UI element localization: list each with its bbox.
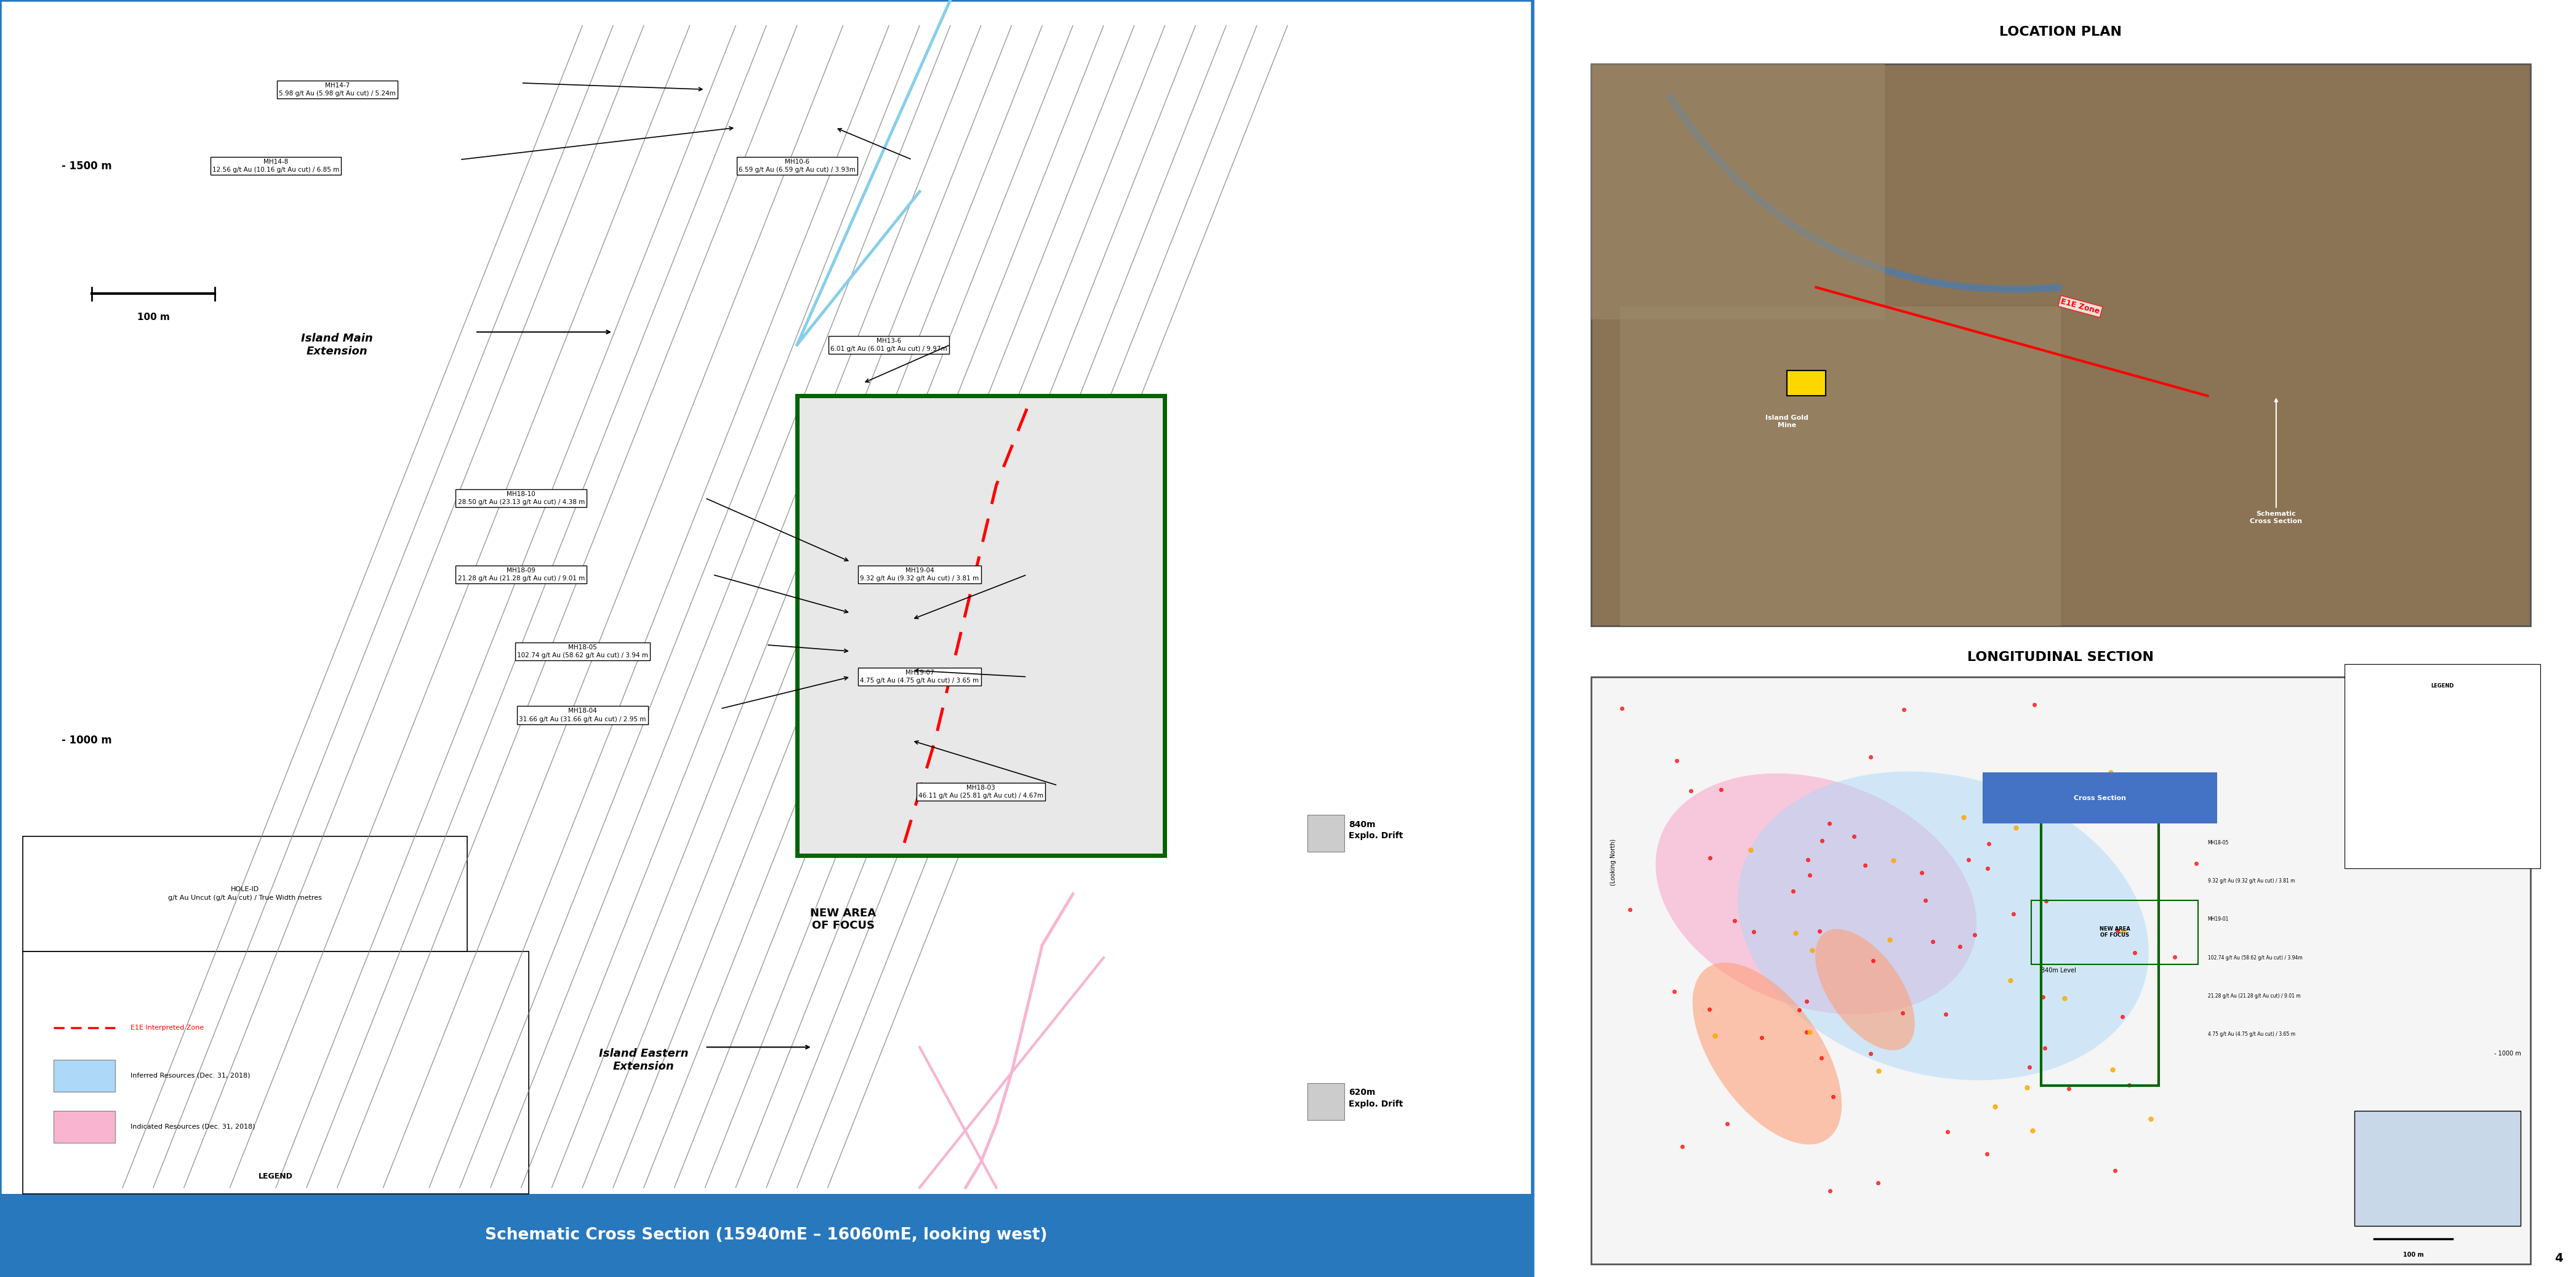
FancyBboxPatch shape xyxy=(1309,1083,1345,1120)
Text: 4.75 g/t Au (4.75 g/t Au cut) / 3.65 m: 4.75 g/t Au (4.75 g/t Au cut) / 3.65 m xyxy=(2208,1032,2295,1037)
FancyBboxPatch shape xyxy=(2354,1111,2522,1226)
Text: 620m
Explo. Drift: 620m Explo. Drift xyxy=(1350,1088,1404,1108)
FancyBboxPatch shape xyxy=(1620,306,2061,626)
FancyBboxPatch shape xyxy=(1309,815,1345,852)
Text: MH10-6
6.59 g/t Au (6.59 g/t Au cut) / 3.93m: MH10-6 6.59 g/t Au (6.59 g/t Au cut) / 3… xyxy=(739,158,855,174)
Text: LEGEND: LEGEND xyxy=(258,1172,294,1180)
FancyBboxPatch shape xyxy=(1984,773,2218,824)
Text: MH19-04
9.32 g/t Au (9.32 g/t Au cut) / 3.81 m: MH19-04 9.32 g/t Au (9.32 g/t Au cut) / … xyxy=(860,567,979,582)
FancyBboxPatch shape xyxy=(23,951,528,1194)
Text: - 1500 m: - 1500 m xyxy=(62,161,111,171)
Text: NEW AREA
OF FOCUS: NEW AREA OF FOCUS xyxy=(809,908,876,931)
FancyBboxPatch shape xyxy=(1592,677,2530,1264)
Text: E1E Zone: E1E Zone xyxy=(2061,298,2102,315)
FancyBboxPatch shape xyxy=(1788,370,1826,396)
Text: MH18-04
31.66 g/t Au (31.66 g/t Au cut) / 2.95 m: MH18-04 31.66 g/t Au (31.66 g/t Au cut) … xyxy=(518,707,647,723)
Text: 840m
Explo. Drift: 840m Explo. Drift xyxy=(1350,820,1404,840)
Text: Schematic
Cross Section: Schematic Cross Section xyxy=(2249,398,2303,524)
Text: MH14-8
12.56 g/t Au (10.16 g/t Au cut) / 6.85 m: MH14-8 12.56 g/t Au (10.16 g/t Au cut) /… xyxy=(211,158,340,174)
Text: MH18-09
21.28 g/t Au (21.28 g/t Au cut) / 9.01 m: MH18-09 21.28 g/t Au (21.28 g/t Au cut) … xyxy=(459,567,585,582)
FancyBboxPatch shape xyxy=(54,1060,116,1092)
FancyArrowPatch shape xyxy=(1669,97,2058,290)
Text: Schematic Cross Section (15940mE – 16060mE, looking west): Schematic Cross Section (15940mE – 16060… xyxy=(484,1227,1048,1243)
Text: HOLE-ID
g/t Au Uncut (g/t Au cut) / True Width metres: HOLE-ID g/t Au Uncut (g/t Au cut) / True… xyxy=(167,886,322,902)
Text: Cross Section: Cross Section xyxy=(2074,796,2125,801)
FancyBboxPatch shape xyxy=(1592,64,1886,319)
Text: MH13-6
6.01 g/t Au (6.01 g/t Au cut) / 9.97m: MH13-6 6.01 g/t Au (6.01 g/t Au cut) / 9… xyxy=(829,337,948,352)
FancyBboxPatch shape xyxy=(2344,664,2540,868)
Text: Island Gold
Mine: Island Gold Mine xyxy=(1765,415,1808,428)
Text: 9.32 g/t Au (9.32 g/t Au cut) / 3.81 m: 9.32 g/t Au (9.32 g/t Au cut) / 3.81 m xyxy=(2208,879,2295,884)
Text: LEGEND: LEGEND xyxy=(2432,683,2455,688)
Text: 100 m: 100 m xyxy=(137,313,170,322)
Text: 21.28 g/t Au (21.28 g/t Au cut) / 9.01 m: 21.28 g/t Au (21.28 g/t Au cut) / 9.01 m xyxy=(2208,994,2300,999)
FancyBboxPatch shape xyxy=(796,396,1164,856)
Text: Inferred Resources (Dec. 31, 2018): Inferred Resources (Dec. 31, 2018) xyxy=(131,1073,250,1078)
FancyBboxPatch shape xyxy=(54,1111,116,1143)
Text: - 1000 m: - 1000 m xyxy=(2494,1051,2522,1056)
Text: MH18-10
28.50 g/t Au (23.13 g/t Au cut) / 4.38 m: MH18-10 28.50 g/t Au (23.13 g/t Au cut) … xyxy=(459,490,585,506)
Text: MH14-7
5.98 g/t Au (5.98 g/t Au cut) / 5.24m: MH14-7 5.98 g/t Au (5.98 g/t Au cut) / 5… xyxy=(278,82,397,97)
Text: NEW AREA
OF FOCUS: NEW AREA OF FOCUS xyxy=(2099,926,2130,939)
Text: E1E Interpreted Zone: E1E Interpreted Zone xyxy=(131,1025,204,1031)
Text: 4: 4 xyxy=(2555,1253,2563,1264)
Text: - 1000 m: - 1000 m xyxy=(62,736,111,746)
Text: MH19-07
4.75 g/t Au (4.75 g/t Au cut) / 3.65 m: MH19-07 4.75 g/t Au (4.75 g/t Au cut) / … xyxy=(860,669,979,684)
Text: Indicated Resources (Dec. 31, 2018): Indicated Resources (Dec. 31, 2018) xyxy=(131,1124,255,1129)
Text: (Looking North): (Looking North) xyxy=(1610,839,1618,885)
Text: MH18-05
102.74 g/t Au (58.62 g/t Au cut) / 3.94 m: MH18-05 102.74 g/t Au (58.62 g/t Au cut)… xyxy=(518,644,649,659)
Text: LONGITUDINAL SECTION: LONGITUDINAL SECTION xyxy=(1968,651,2154,664)
Text: - 1000 m: - 1000 m xyxy=(2494,859,2522,865)
Text: 100 m: 100 m xyxy=(2403,1251,2424,1258)
Text: MH18-03
46.11 g/t Au (25.81 g/t Au cut) / 4.67m: MH18-03 46.11 g/t Au (25.81 g/t Au cut) … xyxy=(920,784,1043,799)
FancyBboxPatch shape xyxy=(23,836,466,951)
Text: LOCATION PLAN: LOCATION PLAN xyxy=(1999,26,2123,38)
FancyBboxPatch shape xyxy=(0,1194,1533,1277)
Text: Island Eastern
Extension: Island Eastern Extension xyxy=(600,1048,688,1071)
Ellipse shape xyxy=(1692,963,1842,1144)
Text: MH19-01: MH19-01 xyxy=(2208,917,2228,922)
Text: 102.74 g/t Au (58.62 g/t Au cut) / 3.94m: 102.74 g/t Au (58.62 g/t Au cut) / 3.94m xyxy=(2208,955,2303,960)
FancyBboxPatch shape xyxy=(1592,64,2530,626)
Ellipse shape xyxy=(1739,771,2148,1080)
Text: MH18-05: MH18-05 xyxy=(2208,840,2228,845)
Ellipse shape xyxy=(1656,774,1976,1014)
Text: Island Main
Extension: Island Main Extension xyxy=(301,333,374,356)
Ellipse shape xyxy=(1816,930,1914,1050)
Text: 840m Level: 840m Level xyxy=(2040,968,2076,973)
